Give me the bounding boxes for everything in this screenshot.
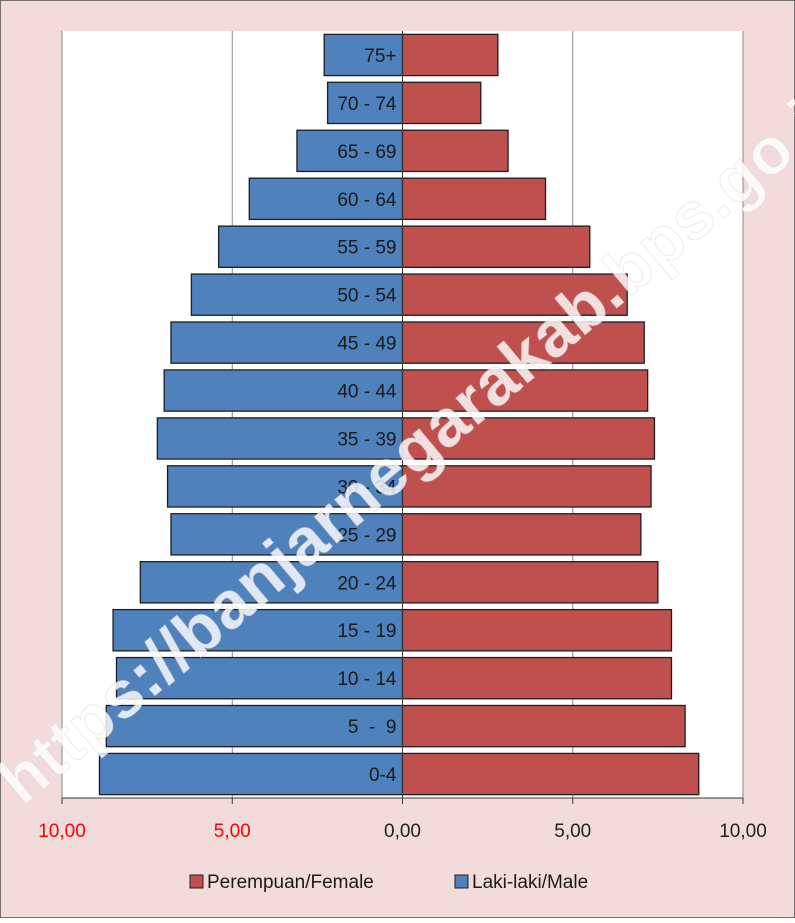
bar-male-10 bbox=[190, 273, 404, 316]
age-group-label: 75+ bbox=[364, 46, 396, 67]
bar-female-9 bbox=[401, 321, 645, 364]
legend: Perempuan/Female Laki-laki/Male bbox=[189, 872, 588, 893]
bar-male-13 bbox=[296, 129, 404, 173]
legend-swatch-male bbox=[454, 874, 469, 889]
bar-male-4 bbox=[139, 561, 404, 604]
bar-female-3 bbox=[401, 608, 673, 652]
bar-female-0 bbox=[401, 752, 700, 796]
bar-female-15 bbox=[401, 33, 499, 77]
x-axis-ticks: 10,00 5,00 0,00 5,00 10,00 bbox=[38, 797, 767, 842]
age-group-label: 40 - 44 bbox=[337, 382, 397, 403]
bar-female-4 bbox=[401, 561, 659, 604]
bar-male-15 bbox=[323, 33, 404, 77]
age-group-label: 55 - 59 bbox=[337, 238, 396, 259]
age-group-label: 70 - 74 bbox=[337, 94, 397, 115]
legend-label-female: Perempuan/Female bbox=[207, 872, 374, 893]
x-tick-label: 10,00 bbox=[719, 821, 767, 842]
bar-female-14 bbox=[401, 81, 482, 125]
bar-male-2 bbox=[115, 656, 404, 700]
bar-female-1 bbox=[401, 704, 686, 748]
bar-female-12 bbox=[401, 177, 547, 221]
bar-female-2 bbox=[401, 656, 673, 700]
bar-male-8 bbox=[163, 369, 404, 412]
bar-female-7 bbox=[401, 417, 656, 460]
bar-female-11 bbox=[401, 225, 591, 268]
age-group-label: 5 - 9 bbox=[348, 717, 397, 738]
x-tick-label: 10,00 bbox=[38, 821, 86, 842]
x-tick-label: 5,00 bbox=[554, 821, 591, 842]
age-group-label: 60 - 64 bbox=[337, 190, 397, 211]
age-group-label: 30 - 34 bbox=[337, 477, 397, 498]
age-group-label: 10 - 14 bbox=[337, 669, 397, 690]
bar-male-1 bbox=[105, 704, 404, 748]
age-group-label: 45 - 49 bbox=[337, 334, 396, 355]
age-group-label: 65 - 69 bbox=[337, 142, 396, 163]
bar-female-10 bbox=[401, 273, 628, 316]
age-group-label: 20 - 24 bbox=[337, 573, 397, 594]
x-tick-label: 5,00 bbox=[214, 821, 251, 842]
bar-female-5 bbox=[401, 513, 642, 556]
age-group-label: 35 - 39 bbox=[337, 429, 396, 450]
bar-male-5 bbox=[170, 513, 404, 556]
legend-swatch-female bbox=[189, 874, 204, 889]
bar-female-6 bbox=[401, 465, 652, 508]
bar-female-8 bbox=[401, 369, 649, 412]
legend-label-male: Laki-laki/Male bbox=[472, 872, 588, 893]
bar-male-9 bbox=[170, 321, 404, 364]
bar-female-13 bbox=[401, 129, 509, 173]
age-group-label: 25 - 29 bbox=[337, 525, 396, 546]
bar-male-7 bbox=[156, 417, 404, 460]
age-group-label: 0-4 bbox=[369, 765, 397, 786]
bar-male-6 bbox=[166, 465, 404, 508]
bar-male-0 bbox=[98, 752, 404, 796]
bar-male-11 bbox=[217, 225, 404, 268]
age-group-label: 15 - 19 bbox=[337, 621, 396, 642]
age-group-label: 50 - 54 bbox=[337, 286, 397, 307]
x-tick-label: 0,00 bbox=[384, 821, 421, 842]
